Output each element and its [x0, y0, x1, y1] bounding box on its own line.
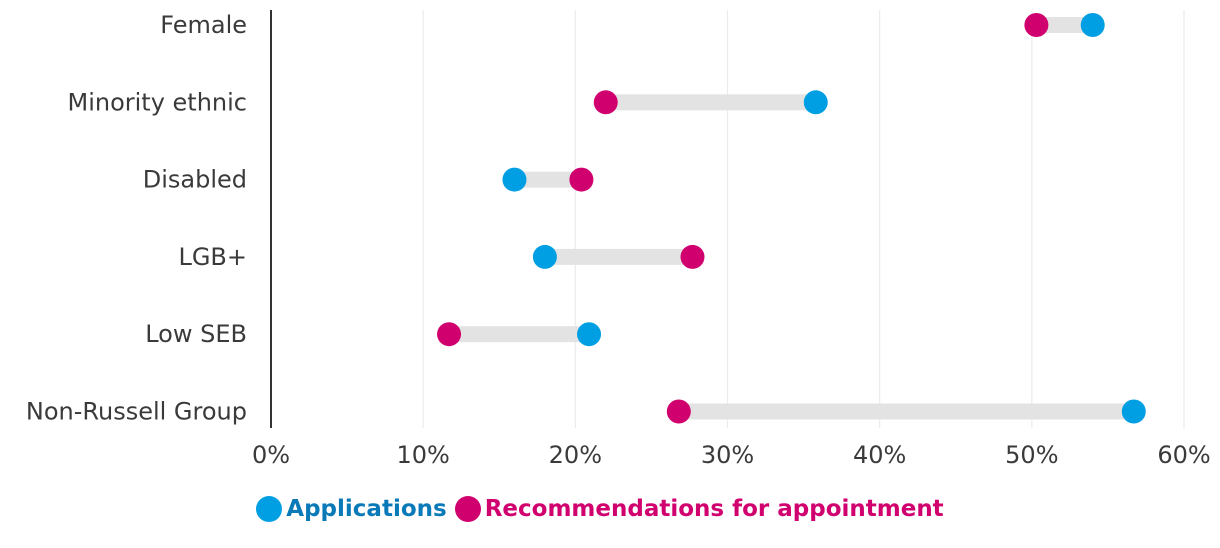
legend-dot-recommendations: [454, 496, 481, 522]
x-tick-label: 30%: [701, 441, 754, 469]
point-applications: [1080, 13, 1105, 37]
x-tick-label: 20%: [549, 441, 602, 469]
connector-bar: [678, 403, 1134, 420]
category-label: Disabled: [143, 166, 247, 194]
point-applications: [502, 167, 527, 192]
category-label: Minority ethnic: [67, 88, 247, 116]
point-applications: [803, 90, 828, 115]
category-label: LGB+: [178, 243, 247, 271]
x-tick-label: 0%: [252, 441, 290, 469]
connector-bar: [544, 248, 693, 265]
x-tick-label: 60%: [1157, 441, 1210, 469]
chart-plot: Female Minority ethnic Disabled LGB+ Low SEB…: [26, 10, 1211, 469]
x-tick-labels: 0% 10% 20% 30% 40% 50% 60%: [252, 441, 1211, 469]
legend-item-applications: Applications: [256, 496, 447, 522]
x-tick-label: 40%: [853, 441, 906, 469]
legend-label-recommendations: Recommendations for appointment: [484, 496, 944, 522]
legend: Applications Recommendations for appoint…: [0, 496, 1200, 522]
x-tick-label: 50%: [1005, 441, 1058, 469]
connector-bar: [605, 94, 816, 111]
point-recommendations: [569, 167, 594, 192]
connector-bar: [449, 326, 590, 343]
connector-bar: [514, 171, 582, 188]
point-recommendations: [680, 244, 705, 269]
point-recommendations: [666, 399, 691, 424]
point-recommendations: [593, 90, 618, 115]
category-labels: Female Minority ethnic Disabled LGB+ Low SEB…: [26, 11, 247, 426]
point-recommendations: [1024, 13, 1049, 37]
point-applications: [1121, 399, 1146, 424]
legend-label-applications: Applications: [286, 496, 447, 522]
data-points: [437, 13, 1146, 424]
legend-item-recommendations: Recommendations for appointment: [454, 496, 944, 522]
point-recommendations: [437, 322, 462, 347]
point-applications: [532, 244, 557, 269]
connector-bar: [1036, 17, 1093, 33]
category-label: Female: [160, 11, 247, 39]
category-label: Low SEB: [145, 320, 247, 348]
point-applications: [577, 322, 602, 347]
connectors: [449, 17, 1134, 420]
legend-dot-applications: [256, 496, 283, 522]
x-tick-label: 10%: [396, 441, 449, 469]
category-label: Non-Russell Group: [26, 398, 247, 426]
gridlines: [422, 10, 1185, 428]
